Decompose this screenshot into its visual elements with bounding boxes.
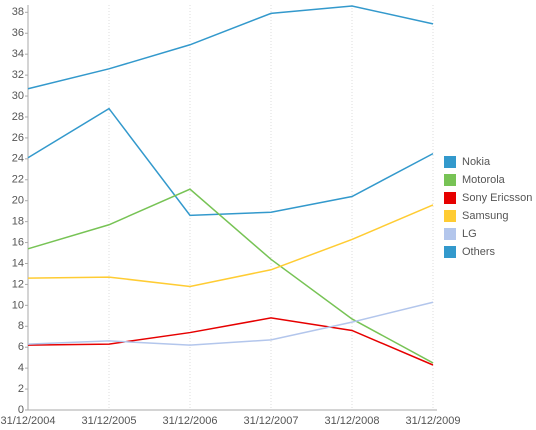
x-tick-label: 31/12/2007: [243, 415, 298, 427]
x-tick-label: 31/12/2004: [0, 415, 55, 427]
y-tick-label: 36: [12, 27, 24, 39]
y-tick-label: 30: [12, 90, 24, 102]
legend-label: Samsung: [462, 210, 508, 222]
x-tick-label: 31/12/2005: [81, 415, 136, 427]
y-tick-label: 28: [12, 111, 24, 123]
y-tick-label: 14: [12, 257, 24, 269]
legend-label: Others: [462, 246, 496, 258]
x-tick-label: 31/12/2006: [162, 415, 217, 427]
y-tick-label: 20: [12, 195, 24, 207]
y-tick-label: 16: [12, 236, 24, 248]
y-tick-label: 38: [12, 6, 24, 18]
legend-swatch: [444, 210, 456, 222]
y-tick-label: 6: [18, 341, 24, 353]
y-tick-label: 8: [18, 320, 24, 332]
y-tick-label: 4: [18, 362, 24, 374]
y-tick-label: 32: [12, 69, 24, 81]
y-tick-label: 0: [18, 404, 24, 416]
legend-label: LG: [462, 228, 477, 240]
x-tick-label: 31/12/2009: [405, 415, 460, 427]
legend-label: Motorola: [462, 174, 506, 186]
y-tick-label: 24: [12, 153, 24, 165]
series-line: [27, 5, 434, 90]
y-tick-label: 22: [12, 174, 24, 186]
y-tick-label: 18: [12, 216, 24, 228]
legend-swatch: [444, 192, 456, 204]
legend-swatch: [444, 246, 456, 258]
series-line: [27, 301, 434, 346]
legend-label: Nokia: [462, 156, 491, 168]
y-tick-label: 2: [18, 383, 24, 395]
x-tick-label: 31/12/2008: [324, 415, 379, 427]
y-tick-label: 10: [12, 299, 24, 311]
legend-swatch: [444, 228, 456, 240]
y-tick-label: 12: [12, 278, 24, 290]
legend-swatch: [444, 174, 456, 186]
legend-label: Sony Ericsson: [462, 192, 532, 204]
series-line: [27, 188, 434, 364]
y-tick-label: 26: [12, 132, 24, 144]
series-line: [27, 107, 434, 217]
series-line: [27, 317, 434, 366]
legend-swatch: [444, 156, 456, 168]
y-tick-label: 34: [12, 48, 24, 60]
series-line: [27, 204, 434, 288]
